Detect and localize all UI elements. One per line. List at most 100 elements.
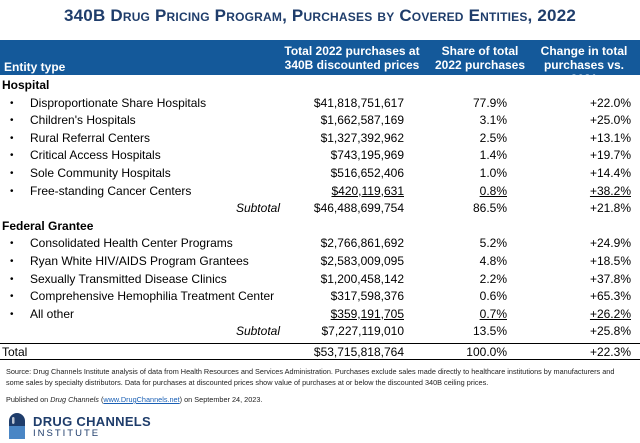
group-label: Federal Grantee: [2, 218, 94, 233]
purchase-share: 4.8%: [479, 253, 507, 268]
purchase-change: +26.2%: [589, 306, 631, 321]
purchase-total: $2,583,009,095: [320, 253, 404, 268]
bullet-icon: •: [10, 167, 14, 179]
purchase-share: 3.1%: [479, 113, 507, 128]
entity-name: Ryan White HIV/AIDS Program Grantees: [30, 253, 249, 268]
bullet-icon: •: [10, 132, 14, 144]
bullet-icon: •: [10, 255, 14, 267]
total-row: Total $53,715,818,764 100.0% +22.3%: [0, 342, 640, 361]
subtotal-total: $7,227,119,010: [321, 324, 404, 339]
purchase-change: +24.9%: [589, 236, 631, 251]
logo-line1: DRUG CHANNELS: [33, 414, 152, 429]
published-note: Published on Drug Channels (www.DrugChan…: [6, 395, 263, 404]
purchase-total: $317,598,376: [330, 289, 404, 304]
published-suffix: on September 24, 2023.: [182, 395, 263, 404]
subtotal-share: 86.5%: [472, 201, 507, 216]
bullet-icon: •: [10, 97, 14, 109]
drugchannels-link[interactable]: www.DrugChannels.net: [103, 395, 180, 404]
header-total-purchases: Total 2022 purchases at 340B discounted …: [284, 44, 420, 72]
grand-total: $53,715,818,764: [313, 344, 404, 359]
purchase-share: 0.7%: [479, 306, 507, 321]
logo-line2: INSTITUTE: [33, 428, 101, 439]
purchase-change: +18.5%: [589, 253, 631, 268]
entity-name: Sexually Transmitted Disease Clinics: [30, 271, 227, 286]
purchase-share: 2.2%: [479, 271, 507, 286]
purchase-share: 0.8%: [479, 183, 507, 198]
bottom-rule: [0, 359, 640, 360]
table-row: • Disproportionate Share Hospitals $41,818…: [0, 95, 640, 113]
table-row: • Consolidated Health Center Programs $2,7…: [0, 235, 640, 253]
federal-subtotal-row: Subtotal $7,227,119,010 13.5% +25.8%: [0, 323, 640, 341]
header-change: Change in total purchases vs. 2021: [540, 44, 628, 86]
grand-change: +22.3%: [589, 344, 631, 359]
entity-name: Critical Access Hospitals: [30, 148, 161, 163]
page-title: 340B Drug Pricing Program, Purchases by …: [63, 6, 577, 25]
purchase-change: +22.0%: [589, 95, 631, 110]
purchase-total: $41,818,751,617: [313, 95, 404, 110]
source-footnote: Source: Drug Channels Institute analysis…: [6, 367, 615, 387]
bullet-icon: •: [10, 115, 14, 127]
purchase-change: +14.4%: [589, 165, 631, 180]
bullet-icon: •: [10, 273, 14, 285]
table-row: • Sole Community Hospitals $516,652,406 1.0…: [0, 165, 640, 183]
group-hospital: Hospital: [0, 77, 640, 95]
grand-share: 100.0%: [466, 344, 507, 359]
purchase-change: +13.1%: [589, 130, 631, 145]
group-federal-grantee: Federal Grantee: [0, 218, 640, 236]
table-row: • Rural Referral Centers $1,327,392,962 2.5…: [0, 130, 640, 148]
publication-name: Drug Channels: [50, 395, 99, 404]
purchase-share: 2.5%: [479, 130, 507, 145]
table-row: • All other $359,191,705 0.7% +26.2%: [0, 306, 640, 324]
hospital-subtotal-row: Subtotal $46,488,699,754 86.5% +21.8%: [0, 200, 640, 218]
table-row: • Ryan White HIV/AIDS Program Grantees $2,…: [0, 253, 640, 271]
purchase-change: +65.3%: [589, 289, 631, 304]
bullet-icon: •: [10, 150, 14, 162]
entity-name: Disproportionate Share Hospitals: [30, 95, 207, 110]
subtotal-share: 13.5%: [472, 324, 507, 339]
subtotal-change: +21.8%: [589, 201, 631, 216]
subtotal-total: $46,488,699,754: [313, 201, 404, 216]
group-label: Hospital: [2, 78, 50, 92]
purchase-share: 0.6%: [479, 289, 507, 304]
entity-name: Comprehensive Hemophilia Treatment Cente…: [30, 289, 275, 304]
entity-name: All other: [30, 306, 75, 321]
header-entity-type: Entity type: [4, 60, 66, 74]
bullet-icon: •: [10, 291, 14, 303]
purchase-share: 77.9%: [472, 95, 507, 110]
purchase-total: $1,662,587,169: [320, 113, 404, 128]
logo-capsule-icon: [9, 413, 25, 439]
purchase-change: +37.8%: [589, 271, 631, 286]
purchase-total: $1,327,392,962: [320, 130, 404, 145]
subtotal-label: Subtotal: [235, 201, 280, 216]
header-share: Share of total 2022 purchases: [434, 44, 526, 72]
entity-name: Rural Referral Centers: [30, 130, 151, 145]
entity-name: Sole Community Hospitals: [30, 165, 171, 180]
entity-name: Children's Hospitals: [30, 113, 136, 128]
table-header: Entity type Total 2022 purchases at 340B…: [0, 40, 640, 86]
entity-name: Free-standing Cancer Centers: [30, 183, 192, 198]
purchase-total: $2,766,861,692: [320, 236, 404, 251]
purchase-total: $359,191,705: [330, 306, 404, 321]
table-row: • Sexually Transmitted Disease Clinics $1,…: [0, 271, 640, 289]
subtotal-label: Subtotal: [235, 324, 280, 339]
bullet-icon: •: [10, 308, 14, 320]
purchase-total: $516,652,406: [330, 165, 404, 180]
purchase-total: $1,200,458,142: [320, 271, 404, 286]
purchase-share: 1.0%: [479, 165, 507, 180]
purchase-total: $420,119,631: [331, 183, 404, 198]
purchases-table: Hospital • Disproportionate Share Hospita…: [0, 77, 640, 361]
bullet-icon: •: [10, 238, 14, 250]
table-row: • Comprehensive Hemophilia Treatment Cent…: [0, 288, 640, 306]
entity-name: Consolidated Health Center Programs: [30, 236, 233, 251]
total-label: Total: [2, 344, 28, 359]
bullet-icon: •: [10, 185, 14, 197]
table-row: • Critical Access Hospitals $743,195,969 1.…: [0, 147, 640, 165]
purchase-change: +38.2%: [589, 183, 631, 198]
published-prefix: Published on: [6, 395, 51, 404]
drug-channels-logo: DRUG CHANNELS INSTITUTE: [6, 412, 156, 440]
table-row: • Children's Hospitals $1,662,587,169 3.1% +…: [0, 112, 640, 130]
purchase-change: +25.0%: [589, 113, 631, 128]
purchase-change: +19.7%: [589, 148, 631, 163]
subtotal-change: +25.8%: [589, 324, 631, 339]
purchase-share: 1.4%: [479, 148, 507, 163]
